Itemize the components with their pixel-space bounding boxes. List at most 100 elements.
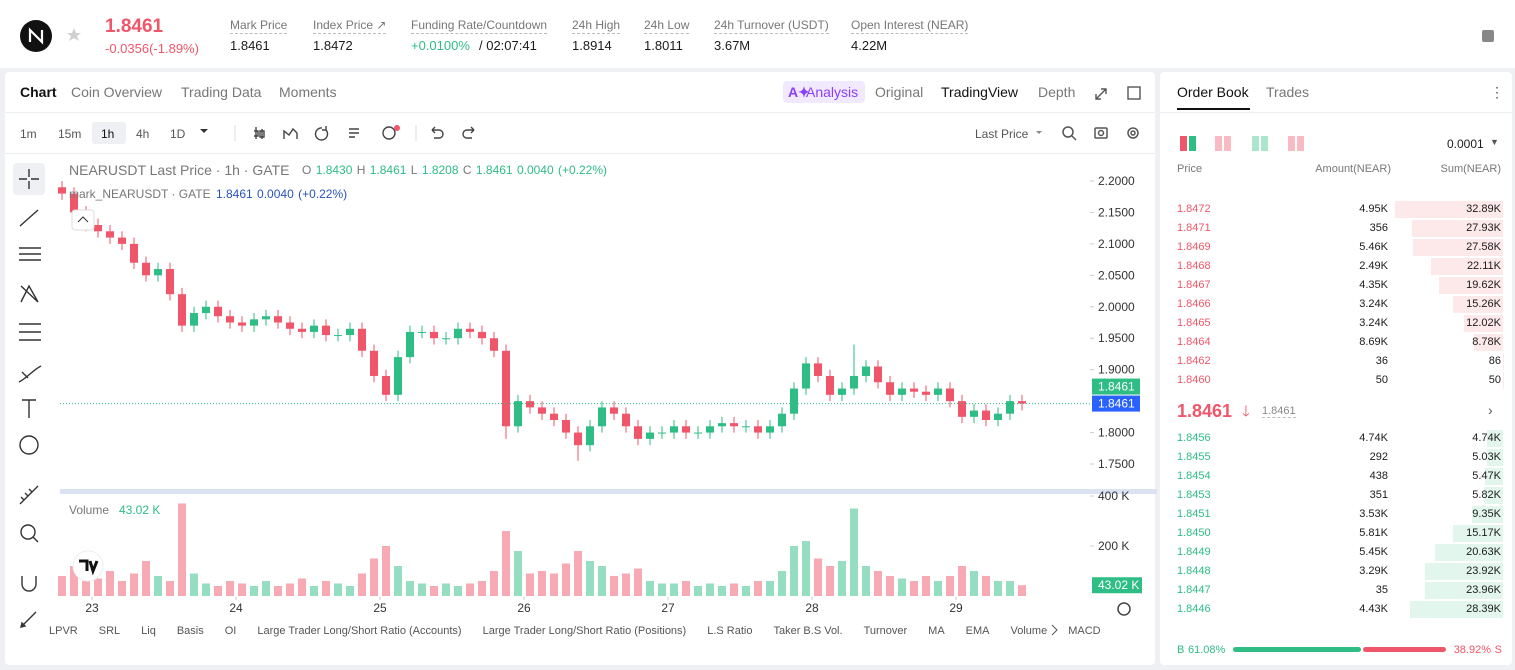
chart-tab[interactable]: Moments <box>279 84 337 100</box>
book-icon[interactable] <box>1481 29 1495 43</box>
ob-view-icon[interactable] <box>1261 136 1268 151</box>
ob-sum: 12.02K <box>1466 317 1501 329</box>
legend-value: 1.8430 <box>315 163 353 177</box>
ob-view-icon[interactable] <box>1224 136 1231 151</box>
indicator[interactable]: Liq <box>141 625 156 637</box>
volume-last-label: 43.02 K <box>1098 578 1139 592</box>
indicator[interactable]: Volume <box>1010 625 1048 637</box>
indicator[interactable]: LPVR <box>49 625 78 637</box>
volume-bar <box>70 566 78 596</box>
volume-bar <box>718 586 726 596</box>
indicator[interactable]: OI <box>224 625 237 637</box>
volume-bar <box>466 583 474 596</box>
view-tab[interactable]: TradingView <box>941 84 1019 100</box>
toolbar-icons[interactable] <box>196 123 486 143</box>
depth-bar <box>1438 277 1503 294</box>
candle-body <box>214 306 222 317</box>
volume-bar <box>418 583 426 596</box>
ob-view-icon[interactable] <box>1189 136 1196 151</box>
interval[interactable]: 1m <box>20 127 37 141</box>
drawing-tools[interactable] <box>10 160 52 640</box>
candle-body <box>178 294 186 326</box>
candle-body <box>406 331 414 358</box>
stat-value: 1.8472 <box>313 38 353 53</box>
volume-bar <box>1006 581 1014 596</box>
volume-bar <box>826 566 834 596</box>
volume-bar <box>322 581 330 596</box>
ob-sum: 32.89K <box>1466 203 1501 215</box>
ob-view-icon[interactable] <box>1297 136 1304 151</box>
view-tab[interactable]: Original <box>875 84 924 100</box>
candle-body <box>646 432 654 439</box>
ob-sum: 23.92K <box>1466 565 1501 577</box>
ob-price: 1.8448 <box>1177 565 1211 577</box>
candle-body <box>466 328 474 332</box>
chart-tool-icons[interactable] <box>1034 124 1144 142</box>
volume-bar <box>370 558 378 596</box>
favorite-star[interactable] <box>66 27 82 43</box>
stat-label: 24h Turnover (USDT) <box>714 18 829 34</box>
legend-change: 0.0040 <box>516 163 554 177</box>
candle-body <box>334 335 342 337</box>
ob-view-icon[interactable] <box>1215 136 1222 151</box>
indicator[interactable]: Large Trader Long/Short Ratio (Accounts) <box>257 625 462 637</box>
indicator[interactable]: MACD <box>1068 625 1101 637</box>
mark-legend-value: (+0.22%) <box>298 187 348 201</box>
ob-view-icon[interactable] <box>1288 136 1295 151</box>
view-tab[interactable]: Depth <box>1038 84 1076 100</box>
ob-tab[interactable]: Order Book <box>1177 84 1249 100</box>
indicator[interactable]: SRL <box>98 625 121 637</box>
chart-tab[interactable]: Trading Data <box>181 84 262 100</box>
ob-amount: 351 <box>1369 489 1388 501</box>
indicator[interactable]: Basis <box>176 625 204 637</box>
ob-sum: 5.82K <box>1472 489 1501 501</box>
interval[interactable]: 15m <box>58 127 82 141</box>
volume-bar <box>478 581 486 596</box>
candle-body <box>70 193 78 213</box>
candle-body <box>694 432 702 434</box>
mid-chevron[interactable]: › <box>1488 402 1493 418</box>
analysis-tab[interactable]: Analysis <box>806 84 859 100</box>
legend-key: H <box>356 163 366 177</box>
stat-value: 4.22M <box>851 38 888 53</box>
candle-body <box>682 426 690 433</box>
interval[interactable]: 4h <box>136 127 150 141</box>
analysis-pill[interactable] <box>783 81 865 103</box>
chart-tab[interactable]: Coin Overview <box>71 84 163 100</box>
stat-label: Funding Rate/Countdown <box>411 18 548 34</box>
candle-body <box>946 388 954 402</box>
volume-bar <box>94 578 102 596</box>
ob-menu[interactable]: ⋮ <box>1490 84 1504 100</box>
indicator[interactable]: EMA <box>965 625 990 637</box>
ob-precision[interactable]: 0.0001 <box>1447 137 1484 151</box>
indicator[interactable]: MA <box>928 625 945 637</box>
indicator[interactable]: L.S Ratio <box>707 625 753 637</box>
panel-icons[interactable] <box>1094 85 1144 101</box>
indicator[interactable]: Turnover <box>863 625 908 637</box>
pane-divider <box>60 489 1157 494</box>
volume-bar <box>574 551 582 596</box>
indicator[interactable]: Taker B.S Vol. <box>773 625 843 637</box>
chart-tab[interactable]: Chart <box>20 84 57 100</box>
mark-legend-value: 0.0040 <box>257 187 294 201</box>
interval[interactable]: 1h <box>101 127 115 141</box>
ob-view-icon[interactable] <box>1180 136 1187 151</box>
price-source[interactable]: Last Price <box>975 127 1029 141</box>
ob-price: 1.8455 <box>1177 451 1211 463</box>
interval[interactable]: 1D <box>170 127 186 141</box>
candle-body <box>274 316 282 323</box>
volume-bar <box>970 571 978 596</box>
x-tick-label: 26 <box>517 601 531 615</box>
indicator[interactable]: Large Trader Long/Short Ratio (Positions… <box>482 625 687 637</box>
candle-body <box>610 407 618 414</box>
candle-body <box>430 331 438 339</box>
ob-price: 1.8466 <box>1177 298 1211 310</box>
ob-view-icon[interactable] <box>1252 136 1259 151</box>
volume-bar <box>346 586 354 596</box>
ob-col: Sum(NEAR) <box>1440 163 1501 175</box>
ob-tab[interactable]: Trades <box>1266 84 1310 100</box>
ob-col: Amount(NEAR) <box>1315 163 1391 175</box>
depth-bar <box>1411 220 1503 237</box>
x-tick-label: 23 <box>85 601 99 615</box>
ob-sum: 8.78K <box>1472 336 1501 348</box>
